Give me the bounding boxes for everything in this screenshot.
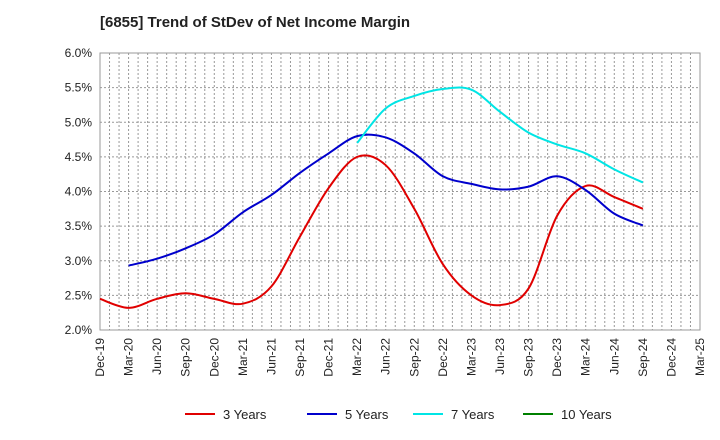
y-tick-label: 5.5% xyxy=(65,81,93,95)
series-line-7-years xyxy=(356,86,644,184)
legend-label-7-years: 7 Years xyxy=(451,407,495,422)
x-tick-label: Jun-21 xyxy=(264,338,278,375)
x-tick-label: Jun-20 xyxy=(150,338,164,375)
x-tick-label: Dec-20 xyxy=(207,338,221,377)
x-tick-label: Dec-23 xyxy=(550,338,564,377)
y-tick-label: 3.5% xyxy=(65,219,93,233)
x-tick-label: Mar-20 xyxy=(122,338,136,376)
y-tick-label: 5.0% xyxy=(65,115,93,129)
x-tick-label: Sep-23 xyxy=(522,338,536,377)
y-tick-label: 4.5% xyxy=(65,150,93,164)
x-tick-label: Mar-25 xyxy=(693,338,707,376)
y-tick-label: 2.0% xyxy=(65,323,93,337)
legend-label-3-years: 3 Years xyxy=(223,407,267,422)
x-tick-label: Sep-20 xyxy=(179,338,193,377)
x-tick-label: Mar-23 xyxy=(464,338,478,376)
series-line-5-years xyxy=(128,133,644,267)
series-line-3-years xyxy=(99,154,644,309)
legend-label-10-years: 10 Years xyxy=(561,407,612,422)
y-tick-label: 6.0% xyxy=(65,46,93,60)
x-tick-label: Dec-21 xyxy=(322,338,336,377)
y-tick-label: 4.0% xyxy=(65,185,93,199)
x-tick-label: Mar-24 xyxy=(579,338,593,376)
y-tick-label: 2.5% xyxy=(65,288,93,302)
x-tick-label: Sep-24 xyxy=(636,338,650,377)
x-tick-label: Dec-24 xyxy=(664,338,678,377)
x-tick-label: Jun-24 xyxy=(607,338,621,375)
x-tick-label: Mar-22 xyxy=(350,338,364,376)
chart-title: [6855] Trend of StDev of Net Income Marg… xyxy=(100,14,411,31)
x-tick-label: Sep-22 xyxy=(407,338,421,377)
x-tick-label: Sep-21 xyxy=(293,338,307,377)
x-tick-label: Dec-22 xyxy=(436,338,450,377)
x-tick-label: Jun-22 xyxy=(379,338,393,375)
x-tick-label: Dec-19 xyxy=(93,338,107,377)
legend-label-5-years: 5 Years xyxy=(345,407,389,422)
x-tick-label: Mar-21 xyxy=(236,338,250,376)
x-tick-label: Jun-23 xyxy=(493,338,507,375)
y-tick-label: 3.0% xyxy=(65,254,93,268)
